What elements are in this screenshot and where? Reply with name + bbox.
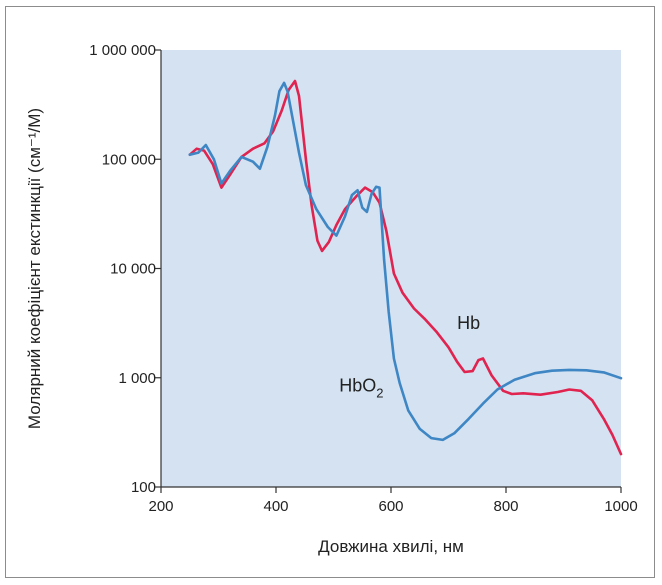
series-label-subscript: 2 xyxy=(376,385,383,400)
x-axis-title: Довжина хвилі, нм xyxy=(318,537,464,556)
x-tick-label: 1000 xyxy=(604,498,637,515)
series-label-hb: Hb xyxy=(457,313,480,333)
x-tick-label: 200 xyxy=(148,498,173,515)
y-tick-label: 10 000 xyxy=(110,261,156,278)
x-axis-ticks: 200 400 600 800 1000 xyxy=(148,487,638,515)
y-axis-ticks: 100 1 000 10 000 100 000 1 000 000 xyxy=(89,42,161,496)
y-tick-label: 100 000 xyxy=(102,151,156,168)
series-layer xyxy=(188,79,623,456)
series-line-hbo2 xyxy=(188,81,623,442)
x-tick-label: 800 xyxy=(493,498,518,515)
x-tick-label: 400 xyxy=(263,498,288,515)
x-tick-label: 600 xyxy=(378,498,403,515)
series-label-main: HbO xyxy=(339,375,376,395)
y-tick-label: 100 xyxy=(131,479,156,496)
series-label-hbo2: HbO2 xyxy=(339,375,383,400)
plot-area xyxy=(161,50,621,487)
series-labels: Hb HbO2 xyxy=(339,313,480,401)
chart-svg: 200 400 600 800 1000 100 1 000 10 000 100 000 1 … xyxy=(25,42,638,556)
figure-frame: 200 400 600 800 1000 100 1 000 10 000 100 000 1 … xyxy=(5,6,655,578)
y-axis-title: Молярний коефіцієнт екстинкції (см⁻¹/М) xyxy=(25,108,44,429)
y-tick-label: 1 000 xyxy=(118,370,156,387)
series-label-main: Hb xyxy=(457,313,480,333)
y-tick-label: 1 000 000 xyxy=(89,42,156,59)
